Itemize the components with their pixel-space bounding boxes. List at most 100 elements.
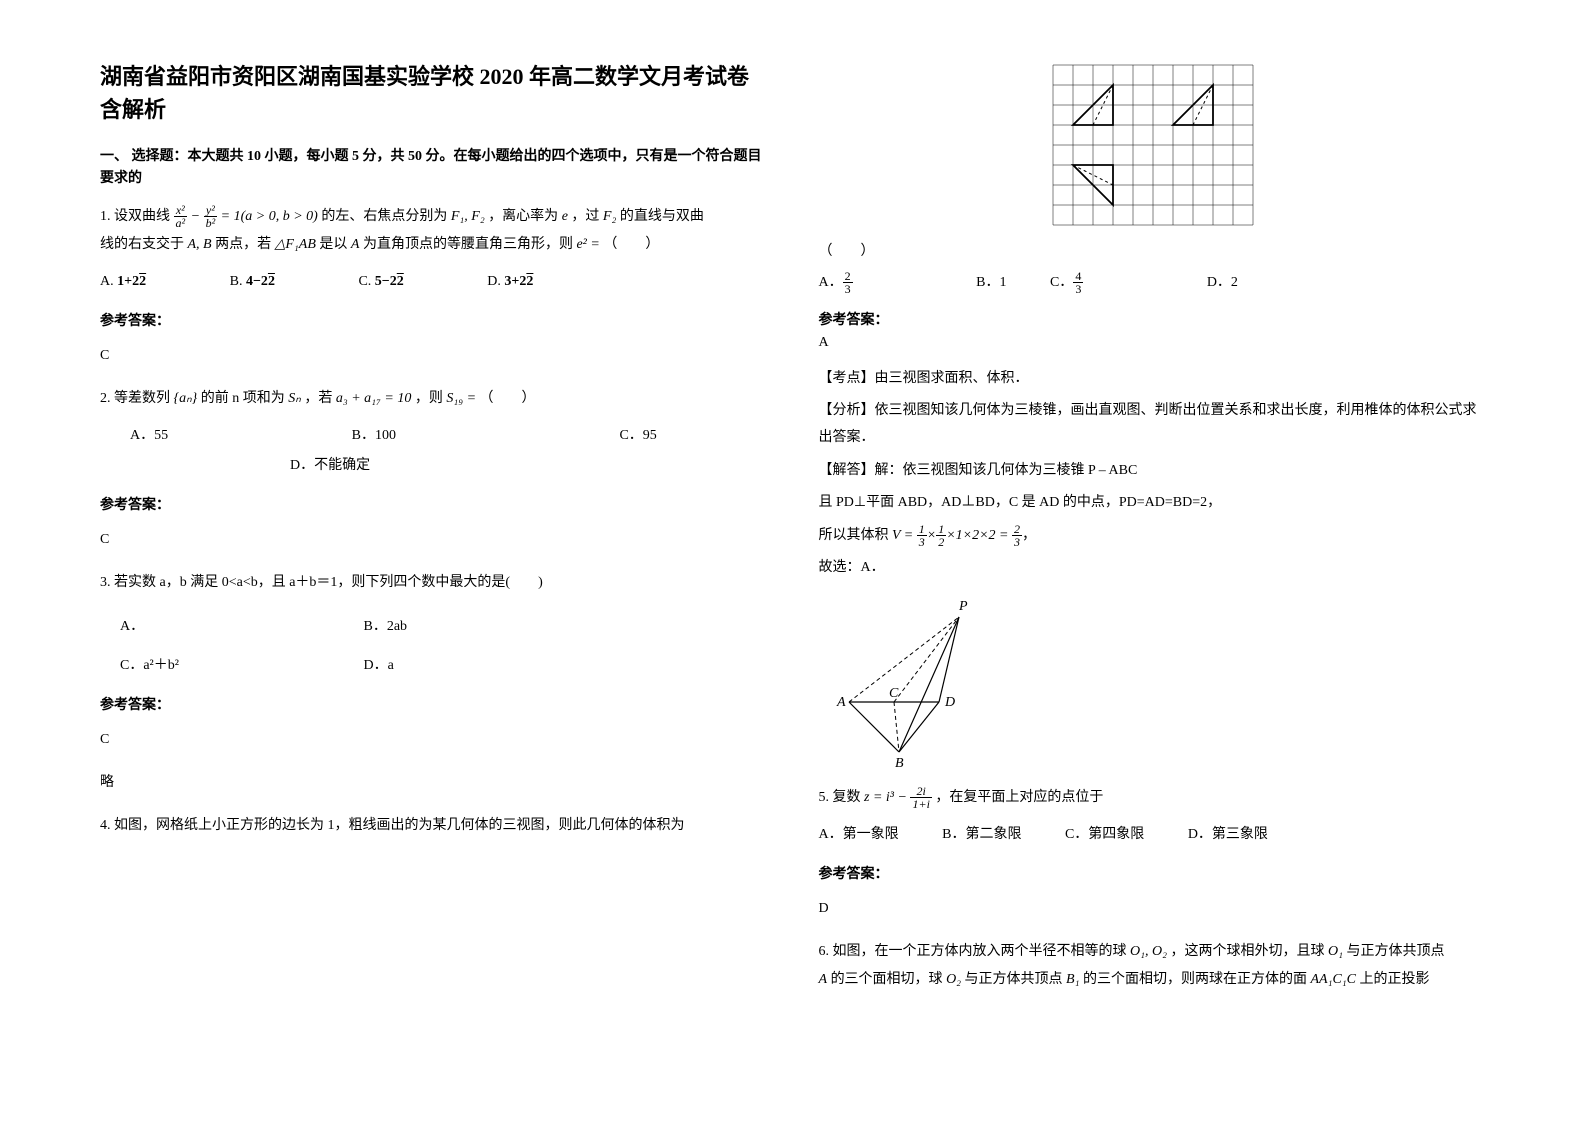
q6-l2-mid1: 的三个面相切，球 — [831, 972, 943, 987]
q1-answer: C — [100, 342, 769, 370]
label-D: D — [944, 695, 955, 710]
q5-formula: z = i³ − 2i1+i — [864, 790, 932, 805]
q1-l2-mid1: 两点，若 — [215, 237, 271, 252]
q4-optA: A．23 — [819, 275, 933, 290]
q1-triangle: △F₁AB — [275, 237, 316, 252]
q6-prefix: 6. 如图，在一个正方体内放入两个半径不相等的球 — [819, 944, 1127, 959]
q1-mid1: 的左、右焦点分别为 — [321, 209, 447, 224]
question-2: 2. 等差数列 {aₙ} 的前 n 项和为 Sₙ ，若 a₃ + a₁₇ = 1… — [100, 385, 769, 555]
q3-optD: D．a — [364, 658, 394, 673]
q1-options: A. 1+22 B. 4−22 C. 5−22 D. 3+22 — [100, 267, 769, 298]
question-5: 5. 复数 z = i³ − 2i1+i ，在复平面上对应的点位于 A．第一象限… — [819, 784, 1488, 923]
q6-o1o2: O₁, O₂ — [1130, 944, 1167, 959]
q2-s19: S₁₉ = — [446, 391, 476, 406]
q1-e2: e² = — [576, 237, 599, 252]
left-column: 湖南省益阳市资阳区湖南国基实验学校 2020 年高二数学文月考试卷含解析 一、 … — [100, 60, 769, 1006]
q1-mid3: ，过 — [571, 209, 599, 224]
question-4-text: 4. 如图，网格纸上小正方形的边长为 1，粗线画出的为某几何体的三视图，则此几何… — [100, 812, 769, 840]
q5-text: 5. 复数 z = i³ − 2i1+i ，在复平面上对应的点位于 — [819, 784, 1488, 812]
q2-mid1: 的前 n 项和为 — [201, 391, 285, 406]
q4-exp6: 故选：A． — [819, 555, 1488, 582]
q2-sn: Sₙ — [288, 391, 301, 406]
q2-prefix: 2. 等差数列 — [100, 391, 170, 406]
q3-answer: C — [100, 726, 769, 754]
q6-mid2: 与正方体共顶点 — [1346, 944, 1444, 959]
label-P: P — [958, 599, 968, 614]
q1-optB: B. 4−22 — [230, 274, 315, 289]
q6-l2-mid3: 的三个面相切，则两球在正方体的面 — [1083, 972, 1307, 987]
q2-paren: （ ） — [480, 391, 536, 406]
q4-exp5-prefix: 所以其体积 — [819, 528, 889, 543]
q5-optD: D．第三象限 — [1188, 827, 1268, 842]
q4-answer: A — [819, 335, 1488, 351]
q5-prefix: 5. 复数 — [819, 790, 861, 805]
q4-exp5: 所以其体积 V = 13×12×1×2×2 = 23， — [819, 523, 1488, 550]
q6-l2-mid2: 与正方体共顶点 — [965, 972, 1063, 987]
q3-options-row2: C．a²＋b² D．a — [100, 651, 769, 682]
q4-exp3: 【解答】解：依三视图知该几何体为三棱锥 P – ABC — [819, 458, 1488, 485]
q5-optA: A．第一象限 — [819, 827, 899, 842]
q5-optB: B．第二象限 — [942, 827, 1021, 842]
q6-line2: A 的三个面相切，球 O₂ 与正方体共顶点 B₁ 的三个面相切，则两球在正方体的… — [819, 966, 1488, 994]
q2-options: A．55 B．100 C．95 D．不能确定 — [100, 421, 769, 483]
q4-optC: C．43 — [1050, 275, 1163, 290]
q2-optB: B．100 — [352, 428, 396, 443]
q5-answer: D — [819, 895, 1488, 923]
q4-text: 4. 如图，网格纸上小正方形的边长为 1，粗线画出的为某几何体的三视图，则此几何… — [100, 812, 769, 840]
q1-e: e — [562, 209, 568, 224]
q2-answer-label: 参考答案： — [100, 492, 769, 520]
q6-b1: B₁ — [1066, 972, 1079, 987]
q1-a: A — [351, 237, 360, 252]
q6-mid1: ，这两个球相外切，且球 — [1170, 944, 1324, 959]
q6-l2-a: A — [819, 972, 828, 987]
q1-l2-mid3: 为直角顶点的等腰直角三角形，则 — [363, 237, 573, 252]
q2-text: 2. 等差数列 {aₙ} 的前 n 项和为 Sₙ ，若 a₃ + a₁₇ = 1… — [100, 385, 769, 413]
q1-prefix: 1. 设双曲线 — [100, 209, 170, 224]
q3-optA: A． — [120, 612, 320, 643]
q3-brief: 略 — [100, 769, 769, 797]
q4-exp2: 【分析】依三视图知该几何体为三棱锥，画出直观图、判断出位置关系和求出长度，利用椎… — [819, 398, 1488, 451]
q1-formula: x²a² − y²b² = 1(a > 0, b > 0) — [174, 209, 318, 224]
q5-answer-label: 参考答案： — [819, 861, 1488, 889]
q2-optA: A．55 — [130, 428, 168, 443]
q3-text: 3. 若实数 a，b 满足 0<a<b，且 a＋b＝1，则下列四个数中最大的是(… — [100, 569, 769, 597]
q5-optC: C．第四象限 — [1065, 827, 1144, 842]
tetrahedron-diagram: P A B C D — [819, 592, 1019, 772]
q3-options-row1: A． B．2ab — [100, 612, 769, 643]
q1-optD: D. 3+22 — [487, 274, 573, 289]
q2-mid2: ，若 — [304, 391, 332, 406]
question-6: 6. 如图，在一个正方体内放入两个半径不相等的球 O₁, O₂ ，这两个球相外切… — [819, 938, 1488, 994]
q2-an: {aₙ} — [174, 391, 198, 406]
q5-options: A．第一象限 B．第二象限 C．第四象限 D．第三象限 — [819, 820, 1488, 851]
q6-o2: O₂ — [946, 972, 961, 987]
q1-text: 1. 设双曲线 x²a² − y²b² = 1(a > 0, b > 0) 的左… — [100, 203, 769, 231]
q2-answer: C — [100, 526, 769, 554]
label-A: A — [836, 695, 846, 710]
q4-optD: D．2 — [1207, 275, 1238, 290]
label-B: B — [895, 756, 904, 771]
q2-optC: C．95 — [619, 428, 656, 443]
q4-paren: （ ） — [819, 240, 1488, 260]
q4-optB: B．1 — [976, 275, 1006, 290]
q2-cond: a₃ + a₁₇ = 10 — [336, 391, 412, 406]
three-view-grid — [1048, 60, 1258, 230]
q5-suffix: ，在复平面上对应的点位于 — [935, 790, 1103, 805]
q4-answer-label: 参考答案： — [819, 309, 1488, 329]
q1-optA: A. 1+22 — [100, 274, 186, 289]
exam-title: 湖南省益阳市资阳区湖南国基实验学校 2020 年高二数学文月考试卷含解析 — [100, 60, 769, 126]
q1-ab: A, B — [188, 237, 212, 252]
q4-exp5-formula: V = 13×12×1×2×2 = 23 — [892, 528, 1022, 543]
q2-optD: D．不能确定 — [290, 458, 370, 473]
q1-f2: F₂ — [603, 209, 616, 224]
q1-mid2: ，离心率为 — [488, 209, 558, 224]
q1-optC: C. 5−22 — [358, 274, 443, 289]
q3-optB: B．2ab — [364, 619, 408, 634]
q6-o1: O₁ — [1328, 944, 1343, 959]
q4-exp4: 且 PD⊥平面 ABD，AD⊥BD，C 是 AD 的中点，PD=AD=BD=2， — [819, 490, 1488, 517]
q2-mid3: ，则 — [415, 391, 443, 406]
question-3: 3. 若实数 a，b 满足 0<a<b，且 a＋b＝1，则下列四个数中最大的是(… — [100, 569, 769, 797]
q6-face: AA₁C₁C — [1310, 972, 1356, 987]
section-1-header: 一、 选择题：本大题共 10 小题，每小题 5 分，共 50 分。在每小题给出的… — [100, 146, 769, 191]
q1-line2: 线的右支交于 A, B 两点，若 △F₁AB 是以 A 为直角顶点的等腰直角三角… — [100, 231, 769, 259]
q1-f1f2: F₁, F₂ — [451, 209, 485, 224]
